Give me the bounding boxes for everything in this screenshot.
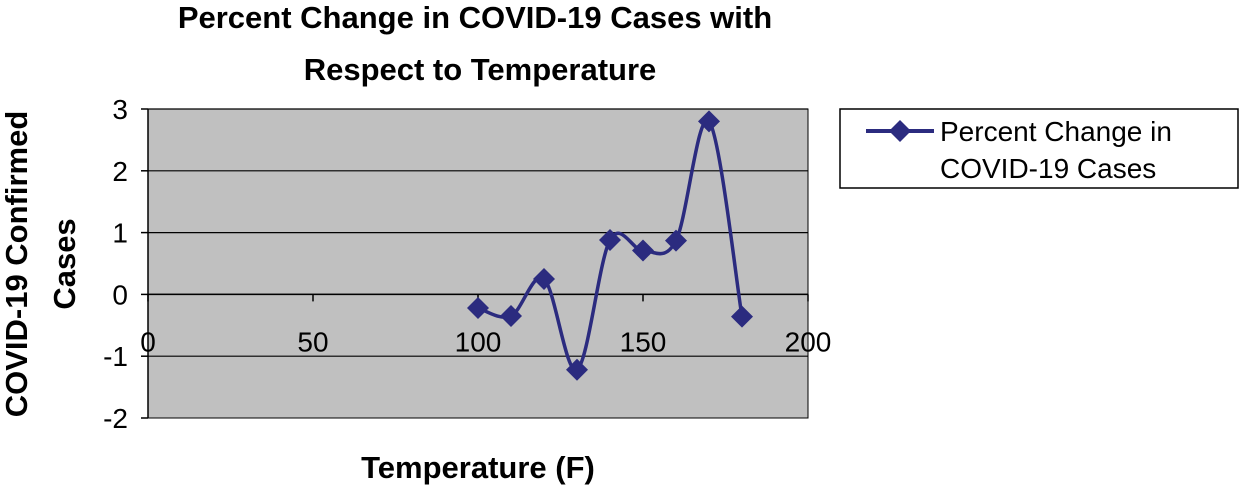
y-axis-title-line-1: COVID-19 Confirmed — [0, 111, 34, 418]
y-axis-title-line-2: Cases — [47, 218, 82, 309]
data-point-marker-0 — [467, 296, 489, 319]
y-tick-labels: -2 -1 0 1 2 3 — [103, 94, 128, 434]
data-point-marker-3 — [566, 358, 588, 381]
data-point-marker-4 — [599, 229, 621, 252]
data-point-marker-7 — [698, 110, 720, 133]
x-tick-label: 50 — [297, 326, 328, 357]
data-point-marker-5 — [632, 239, 654, 262]
series-layer — [467, 110, 753, 381]
x-tick-label: 150 — [620, 326, 667, 357]
chart-title: Percent Change in COVID-19 Cases with Re… — [178, 0, 772, 87]
legend: Percent Change in COVID-19 Cases — [839, 108, 1239, 189]
y-axis-title: COVID-19 Confirmed Cases — [0, 111, 82, 418]
data-point-marker-1 — [500, 305, 522, 328]
y-tick-label: -1 — [103, 341, 128, 372]
data-point-marker-8 — [731, 305, 753, 328]
legend-label-line-1: Percent Change in — [940, 116, 1172, 147]
y-tick-label: 2 — [112, 156, 128, 187]
data-point-marker-6 — [665, 229, 687, 252]
y-tick-label: -2 — [103, 403, 128, 434]
chart-title-line-1: Percent Change in COVID-19 Cases with — [178, 0, 772, 35]
plot-area — [147, 108, 809, 419]
y-tick-label: 3 — [112, 94, 128, 125]
y-tick-label: 0 — [112, 279, 128, 310]
x-tick-label: 200 — [785, 326, 832, 357]
legend-diamond-icon — [889, 120, 911, 142]
legend-label-line-2: COVID-19 Cases — [940, 153, 1156, 184]
x-tick-label: 0 — [140, 326, 156, 357]
axes — [141, 108, 809, 419]
x-tick-labels: 0 50 100 150 200 — [140, 326, 831, 357]
x-tick-label: 100 — [455, 326, 502, 357]
y-tick-label: 1 — [112, 218, 128, 249]
data-point-marker-2 — [533, 267, 555, 290]
legend-box — [839, 108, 1239, 189]
chart-title-line-2: Respect to Temperature — [304, 52, 657, 87]
x-axis-title: Temperature (F) — [361, 450, 595, 485]
